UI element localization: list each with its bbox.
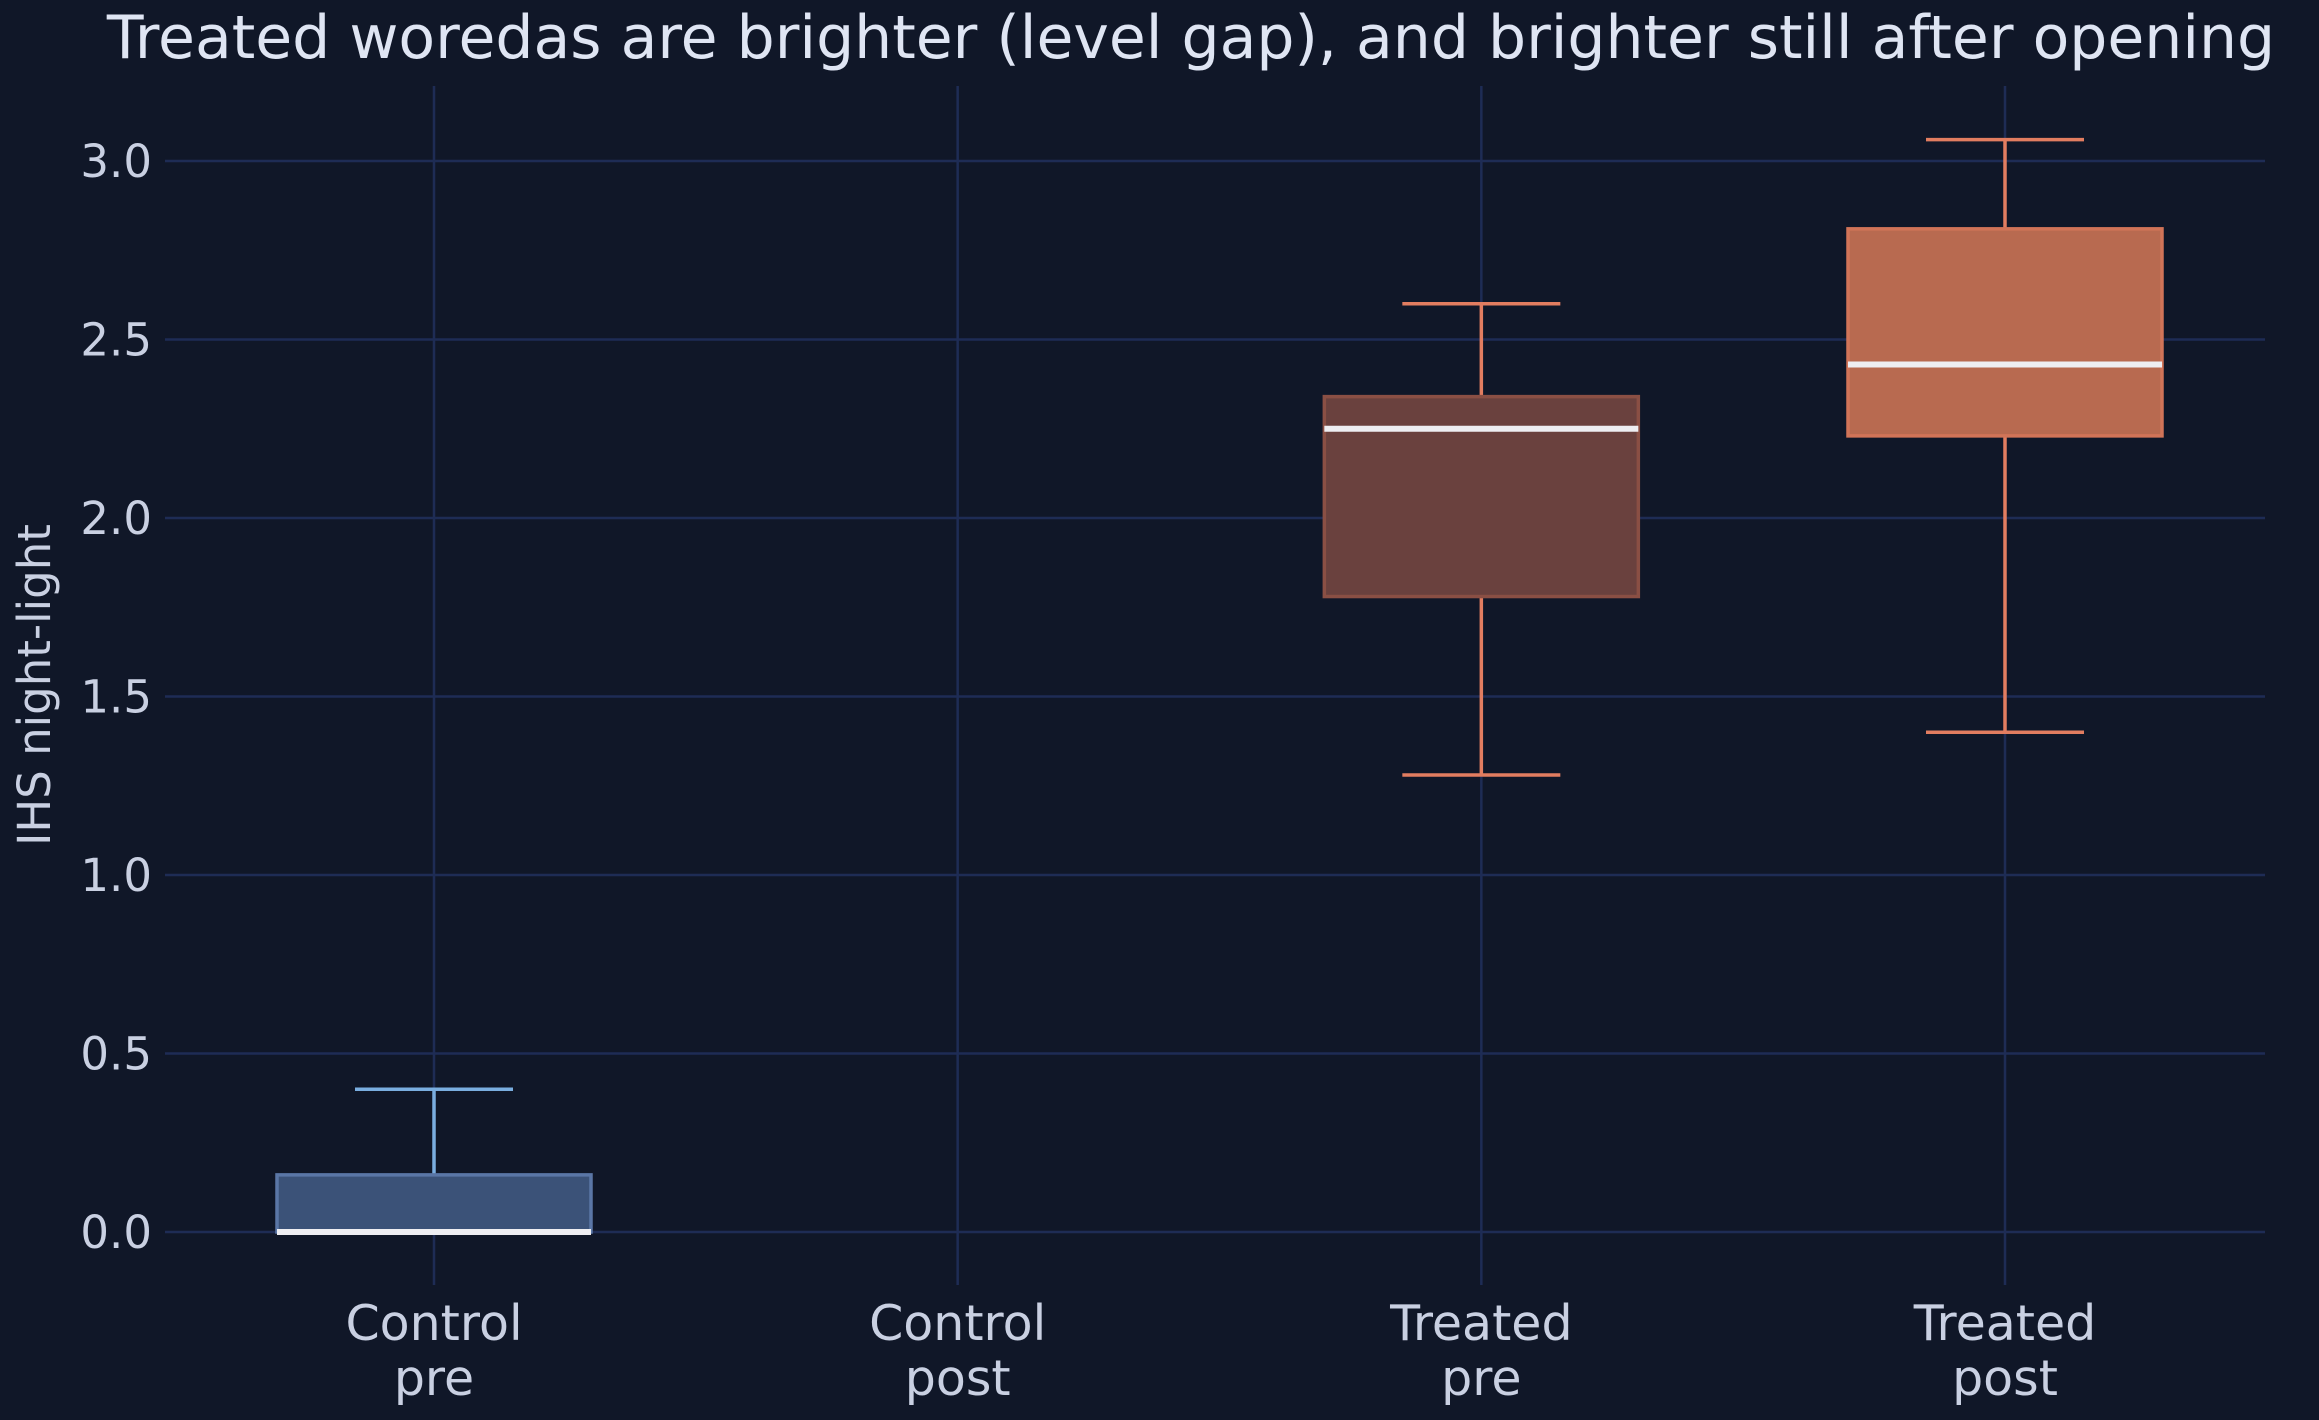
- x-tick-label: Treated pre: [1389, 1295, 1572, 1407]
- y-axis-ticks: 0.0 0.5 1.0 1.5 2.0 2.5 3.0: [80, 135, 152, 1259]
- y-tick-label: 2.0: [80, 492, 152, 545]
- x-tick-label-line2: post: [905, 1350, 1011, 1407]
- y-tick-label: 1.0: [80, 849, 152, 902]
- chart-title: Treated woredas are brighter (level gap)…: [106, 3, 2275, 73]
- x-tick-label-line1: Treated: [1389, 1295, 1572, 1352]
- box-1: [275, 1087, 593, 1235]
- y-tick-label: 3.0: [80, 135, 152, 188]
- box-3: [1322, 302, 1641, 777]
- x-tick-label: Treated post: [1913, 1295, 2096, 1407]
- x-tick-label-line1: Treated: [1913, 1295, 2096, 1352]
- x-tick-label-line2: post: [1952, 1350, 2058, 1407]
- x-tick-label-line2: pre: [1441, 1350, 1521, 1407]
- box-body: [1846, 227, 2164, 438]
- x-tick-label-line1: Control: [869, 1295, 1046, 1352]
- y-axis-label: IHS night-light: [8, 524, 61, 846]
- x-tick-label: Control post: [869, 1295, 1046, 1407]
- y-tick-label: 1.5: [80, 671, 152, 724]
- box-body: [275, 1173, 593, 1234]
- boxes: [275, 137, 2164, 1235]
- x-tick-label: Control pre: [345, 1295, 522, 1407]
- y-tick-label: 2.5: [80, 314, 152, 367]
- y-tick-label: 0.5: [80, 1028, 152, 1081]
- y-tick-label: 0.0: [80, 1206, 152, 1259]
- x-tick-label-line2: pre: [394, 1350, 474, 1407]
- box-4: [1846, 137, 2164, 734]
- x-tick-label-line1: Control: [345, 1295, 522, 1352]
